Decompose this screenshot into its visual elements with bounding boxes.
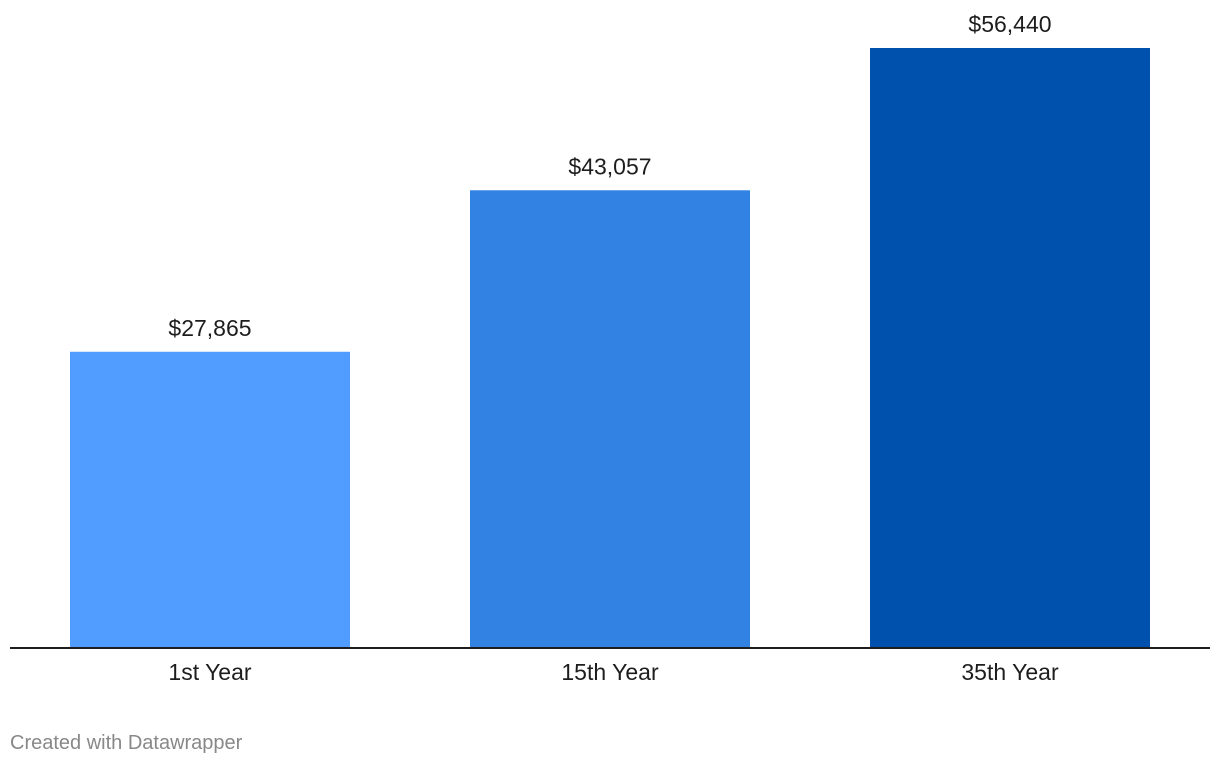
bar-chart: $27,865 $43,057 $56,440 1st Year 15th Year 3…	[10, 11, 1210, 685]
bars	[70, 48, 1150, 649]
bar-value-label: $43,057	[568, 153, 651, 179]
bar	[470, 190, 750, 649]
bar-value-label: $27,865	[168, 315, 251, 341]
x-axis-tick-label: 15th Year	[561, 659, 659, 685]
datawrapper-credit: Created with Datawrapper	[10, 732, 243, 754]
x-axis-tick-label: 35th Year	[961, 659, 1059, 685]
x-axis-tick-label: 1st Year	[168, 659, 251, 685]
bar	[870, 48, 1150, 648]
bar-value-label: $56,440	[968, 11, 1051, 37]
bar	[70, 351, 350, 648]
x-axis-tick-labels: 1st Year 15th Year 35th Year	[168, 659, 1059, 685]
value-labels: $27,865 $43,057 $56,440	[168, 11, 1051, 341]
